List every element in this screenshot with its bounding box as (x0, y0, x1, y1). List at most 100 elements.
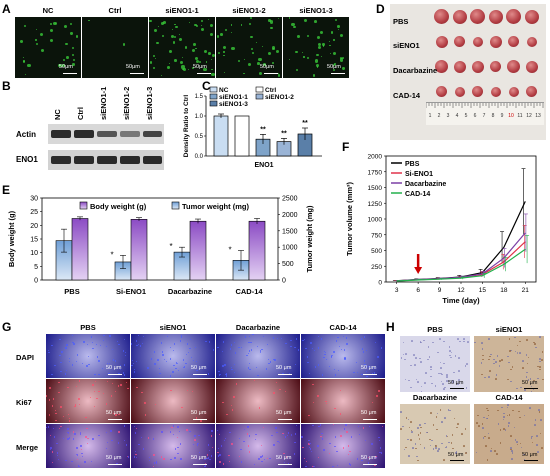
fluor-dot (200, 19, 203, 22)
ihc-dot (454, 354, 457, 357)
if-dot (279, 441, 281, 444)
if-dot (98, 390, 100, 393)
if-dot (179, 430, 181, 433)
if-dot (223, 439, 226, 441)
fluor-dot (259, 71, 263, 75)
y-tick-label: 500 (371, 248, 382, 255)
if-dot (211, 446, 213, 449)
if-row-label: Ki67 (16, 398, 32, 407)
ihc-dot (511, 457, 513, 460)
if-dot (138, 443, 140, 446)
if-dot (317, 445, 319, 447)
tumor (508, 36, 519, 47)
if-dot (63, 415, 65, 418)
if-dot (312, 401, 315, 404)
if-dot (258, 407, 261, 409)
ihc-dot (480, 361, 483, 364)
if-dot (102, 392, 105, 395)
fluor-dot (23, 60, 25, 62)
if-dot (68, 437, 71, 439)
ihc-dot (534, 343, 536, 345)
x-axis-label: Time (day) (442, 296, 480, 305)
if-dot (105, 431, 107, 433)
if-dot (171, 426, 173, 429)
if-col-header: Dacarbazine (235, 323, 281, 332)
ihc-dot (514, 350, 517, 353)
fluor-dot (203, 67, 207, 72)
if-dot (48, 349, 50, 352)
ihc-dot (539, 366, 541, 368)
ihc-dot (442, 340, 445, 343)
if-dot (65, 347, 67, 349)
fluor-dot (27, 63, 31, 68)
blot-lane-label: Ctrl (76, 107, 85, 120)
fluor-dot (72, 59, 76, 62)
if-dot (80, 445, 82, 447)
if-dot (140, 345, 142, 347)
if-dot (226, 413, 228, 416)
scale-bar (130, 73, 144, 74)
fluor-col-header: siENO1-3 (299, 6, 333, 15)
if-dot (83, 341, 85, 343)
if-image: 50 μm (131, 424, 215, 468)
if-dot (283, 461, 286, 464)
fluor-dot (174, 24, 176, 26)
y2-tick-label: 2500 (282, 196, 298, 203)
ihc-dot (430, 375, 433, 378)
fluor-dot (156, 41, 159, 45)
ihc-dot (493, 358, 495, 361)
fluor-dot (288, 58, 291, 61)
if-dot (229, 432, 231, 434)
ihc-dot (499, 359, 501, 362)
ihc-dot (532, 341, 535, 344)
if-dot (294, 347, 296, 349)
scale-label: 50 μm (191, 455, 207, 461)
ihc-dot (527, 379, 530, 381)
if-dot (216, 429, 219, 432)
if-dot (362, 348, 364, 350)
ihc-dot (539, 368, 541, 371)
if-dot (116, 340, 119, 343)
if-dot (105, 345, 108, 347)
if-dot (318, 426, 320, 428)
if-image: 50 μm (131, 379, 215, 423)
fluor-dot (66, 55, 69, 59)
ihc-dot (450, 351, 453, 354)
if-dot (76, 459, 79, 461)
ihc-dot (508, 422, 510, 424)
if-dot (86, 343, 88, 345)
fluor-dot (153, 29, 157, 33)
if-dot (120, 384, 122, 386)
scale-label: 50 μm (522, 380, 538, 386)
if-dot (340, 435, 342, 437)
ihc-dot (499, 442, 502, 444)
scale-label: 50 μm (448, 380, 464, 386)
ihc-dot (456, 338, 459, 340)
fluor-dot (210, 58, 212, 61)
fluor-dot (222, 45, 226, 49)
bar-body-weight (130, 219, 148, 281)
if-dot (369, 425, 371, 427)
if-dot (247, 425, 249, 428)
ihc-dot (414, 443, 417, 446)
ihc-dot (463, 340, 465, 343)
ihc-dot (506, 355, 509, 358)
fluor-dot (174, 59, 177, 62)
panel-label-a: A (2, 2, 11, 16)
if-dot (136, 427, 138, 430)
fluor-dot (199, 61, 202, 64)
scale-label: 50 μm (191, 410, 207, 416)
if-dot (52, 398, 55, 400)
if-dot (150, 358, 153, 360)
ihc-dot (540, 418, 542, 421)
if-dot (361, 373, 363, 376)
ihc-dot (413, 354, 415, 356)
tumor (454, 86, 465, 97)
fluor-dot (169, 62, 171, 64)
if-dot (186, 343, 189, 345)
ihc-dot (458, 379, 460, 381)
if-dot (243, 441, 245, 443)
if-dot (186, 429, 188, 431)
if-dot (375, 341, 377, 344)
if-dot (380, 447, 382, 449)
